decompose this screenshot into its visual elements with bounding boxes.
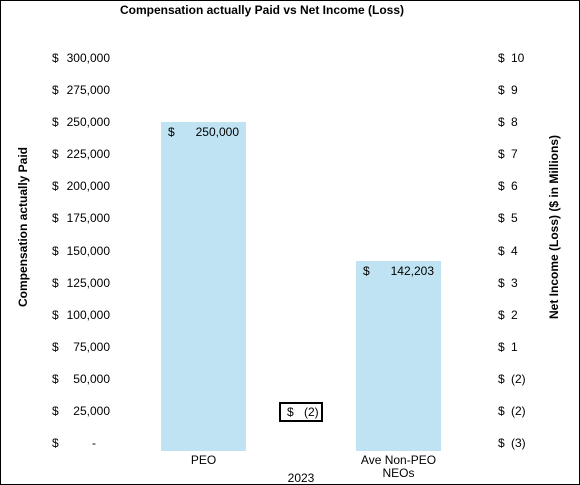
- right-tick-currency: $: [498, 243, 505, 258]
- right-tick-currency: $: [498, 275, 505, 290]
- left-tick-value: 75,000: [73, 339, 110, 354]
- left-tick-currency: $: [52, 243, 59, 258]
- bar-label-currency: $: [363, 263, 370, 278]
- right-tick-value: (3): [511, 436, 526, 450]
- right-tick-currency: $: [498, 339, 505, 354]
- right-tick-label: $ (3): [498, 436, 538, 450]
- right-tick-currency: $: [498, 115, 505, 130]
- left-tick-label: $300,000: [52, 51, 110, 65]
- right-tick-label: $9: [498, 83, 538, 97]
- right-tick-value: 8: [511, 115, 518, 130]
- left-tick-currency: $: [52, 403, 59, 418]
- right-tick-value: 4: [511, 243, 518, 258]
- left-tick-value: 25,000: [73, 403, 110, 418]
- right-tick-value: 10: [511, 51, 525, 65]
- right-tick-currency: $: [498, 147, 505, 162]
- right-tick-label: $4: [498, 244, 538, 258]
- left-tick-value: 50,000: [73, 371, 110, 386]
- left-tick-label: $150,000: [52, 244, 110, 258]
- left-tick-currency: $: [52, 307, 59, 322]
- left-tick-value: 225,000: [66, 147, 110, 162]
- right-tick-label: $1: [498, 340, 538, 354]
- y-axis-right-label: Net Income (Loss) ($ in Millions): [547, 134, 561, 320]
- right-tick-currency: $: [498, 371, 505, 386]
- right-tick-value: 7: [511, 147, 518, 162]
- right-tick-currency: $: [498, 436, 505, 450]
- right-tick-label: $2: [498, 308, 538, 322]
- left-tick-currency: $: [52, 275, 59, 290]
- right-tick-value: 2: [511, 307, 518, 322]
- x-category-label: PEO: [190, 453, 217, 467]
- left-tick-label: $200,000: [52, 179, 110, 193]
- left-tick-currency: $: [52, 179, 59, 194]
- net-income-marker: $ (2): [279, 402, 323, 422]
- left-tick-currency: $: [52, 83, 59, 98]
- bar-label-value: 142,203: [390, 263, 434, 278]
- right-tick-currency: $: [498, 179, 505, 194]
- bar-label-value: 250,000: [195, 125, 239, 140]
- right-tick-label: $10: [498, 51, 538, 65]
- left-tick-value: 275,000: [66, 83, 110, 98]
- right-tick-label: $6: [498, 179, 538, 193]
- right-tick-currency: $: [498, 307, 505, 322]
- left-tick-value: 125,000: [66, 275, 110, 290]
- left-tick-value: -: [92, 436, 96, 450]
- right-tick-value: 6: [511, 179, 518, 194]
- left-tick-label: $225,000: [52, 147, 110, 161]
- left-tick-currency: $: [52, 371, 59, 386]
- right-tick-value: 3: [511, 275, 518, 290]
- left-tick-label: $275,000: [52, 83, 110, 97]
- left-tick-currency: $: [52, 339, 59, 354]
- right-tick-value: (2): [511, 403, 526, 418]
- left-tick-value: 100,000: [66, 307, 110, 322]
- left-tick-label: $100,000: [52, 308, 110, 322]
- right-tick-label: $8: [498, 115, 538, 129]
- right-tick-value: 1: [511, 339, 518, 354]
- left-tick-label: $50,000: [52, 372, 110, 386]
- left-tick-currency: $: [52, 211, 59, 226]
- right-tick-currency: $: [498, 83, 505, 98]
- left-tick-currency: $: [52, 51, 59, 65]
- x-axis-year-label: 2023: [287, 471, 315, 485]
- left-tick-label: $25,000: [52, 404, 110, 418]
- left-tick-currency: $: [52, 147, 59, 162]
- right-tick-value: 5: [511, 211, 518, 226]
- chart-title: Compensation actually Paid vs Net Income…: [119, 3, 405, 17]
- bar: [356, 260, 441, 451]
- left-tick-currency: $: [52, 436, 59, 450]
- left-tick-label: $175,000: [52, 211, 110, 225]
- x-category-label: Ave Non-PEO NEOs: [360, 453, 437, 480]
- left-tick-value: 200,000: [66, 179, 110, 194]
- net-income-value: (2): [304, 405, 319, 419]
- right-tick-currency: $: [498, 51, 505, 65]
- left-tick-value: 150,000: [66, 243, 110, 258]
- left-tick-value: 250,000: [66, 115, 110, 130]
- left-tick-label: $125,000: [52, 276, 110, 290]
- left-tick-label: $250,000: [52, 115, 110, 129]
- bar-data-label: $250,000: [168, 125, 239, 139]
- left-tick-label: $ -: [52, 436, 110, 450]
- bar-label-currency: $: [168, 125, 175, 140]
- right-tick-currency: $: [498, 211, 505, 226]
- right-tick-label: $3: [498, 276, 538, 290]
- net-income-currency: $: [287, 405, 294, 419]
- bar: [161, 122, 246, 451]
- right-tick-value: (2): [511, 371, 526, 386]
- left-tick-currency: $: [52, 115, 59, 130]
- right-tick-label: $ (2): [498, 404, 538, 418]
- right-tick-value: 9: [511, 83, 518, 98]
- left-tick-value: 300,000: [66, 51, 110, 65]
- left-tick-value: 175,000: [66, 211, 110, 226]
- right-tick-currency: $: [498, 403, 505, 418]
- right-tick-label: $ (2): [498, 372, 538, 386]
- y-axis-left-label: Compensation actually Paid: [16, 146, 30, 308]
- bar-data-label: $142,203: [363, 264, 434, 278]
- left-tick-label: $75,000: [52, 340, 110, 354]
- right-tick-label: $5: [498, 211, 538, 225]
- right-tick-label: $7: [498, 147, 538, 161]
